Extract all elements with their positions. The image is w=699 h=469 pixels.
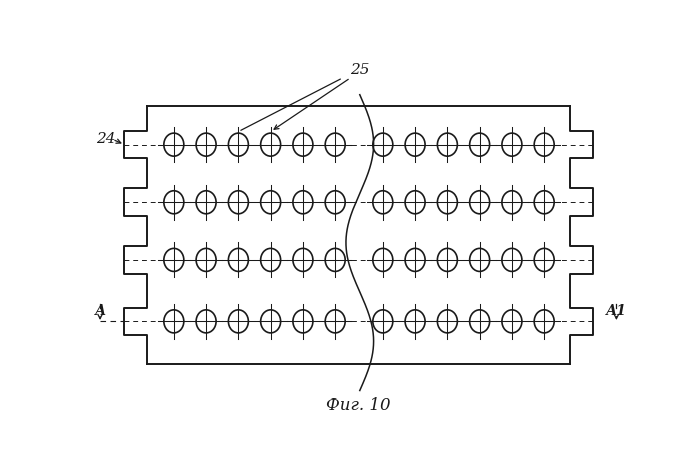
Text: А1: А1 <box>606 303 627 318</box>
Text: А: А <box>94 303 106 318</box>
Text: Фиг. 10: Фиг. 10 <box>326 397 391 415</box>
Text: 24: 24 <box>96 132 116 146</box>
Text: 25: 25 <box>350 63 370 77</box>
